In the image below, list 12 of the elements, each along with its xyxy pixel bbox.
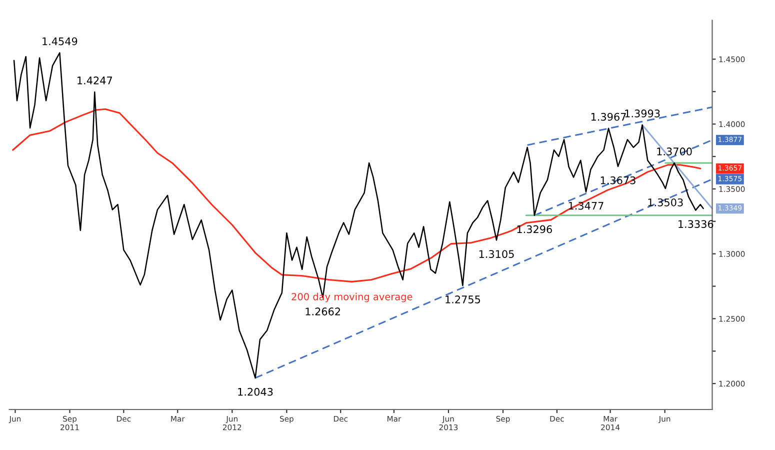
annotation: 1.4247: [78, 76, 112, 84]
annotation: 1.2755: [446, 295, 480, 304]
annotation: 1.3967: [591, 112, 626, 121]
annotation: 1.3993: [625, 110, 660, 118]
annotation: 1.3105: [479, 250, 514, 258]
annotation: 1.3296: [517, 225, 552, 234]
annotation: 1.2662: [306, 308, 340, 316]
annotation: 1.4549: [42, 37, 78, 46]
annotation: 1.3700: [657, 148, 692, 156]
annotation: 1.2043: [238, 388, 273, 396]
annotation: 1.3503: [648, 198, 683, 206]
series-label: 200 day moving average: [292, 292, 412, 302]
